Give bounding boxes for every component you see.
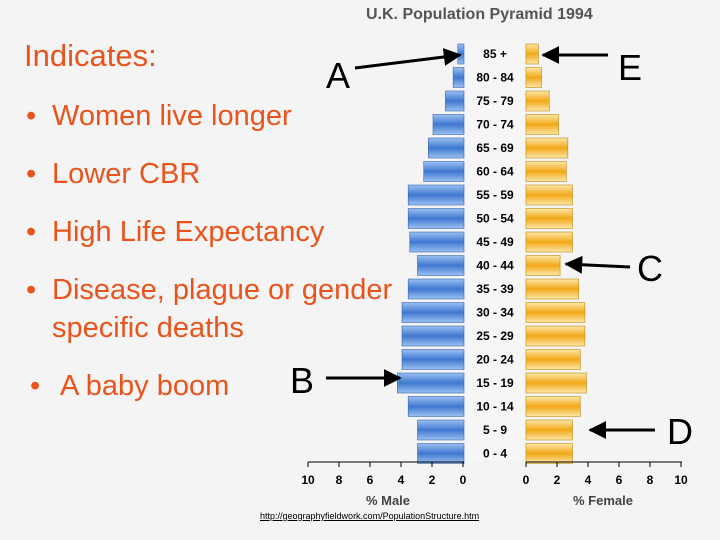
male-tick-label: 6: [367, 473, 374, 487]
female-bar: [525, 443, 573, 464]
male-tick-label: 2: [429, 473, 436, 487]
age-tick-label: 40 - 44: [476, 259, 514, 273]
age-tick-label: 15 - 19: [476, 376, 514, 390]
bullet-baby-boom: • A baby boom: [30, 367, 230, 405]
bullet-dot: •: [26, 100, 37, 132]
female-bar: [525, 349, 581, 370]
male-tick-label: 8: [336, 473, 343, 487]
male-bar: [407, 208, 465, 229]
bullet-text: Lower CBR: [52, 158, 201, 190]
female-tick-label: 0: [523, 473, 530, 487]
source-link[interactable]: http://geographyfieldwork.com/Population…: [260, 511, 480, 521]
age-tick-label: 60 - 64: [476, 165, 514, 179]
female-bar: [525, 325, 586, 347]
male-bar: [417, 443, 465, 464]
female-bar: [525, 43, 539, 65]
female-bar: [525, 419, 573, 441]
male-bar: [417, 255, 465, 276]
label-b: B: [290, 360, 315, 401]
age-tick-label: 75 - 79: [476, 94, 514, 108]
age-tick-label: 20 - 24: [476, 353, 514, 367]
age-tick-label: 55 - 59: [476, 188, 514, 202]
female-bar: [525, 161, 567, 182]
male-tick-label: 4: [398, 473, 405, 487]
female-bar: [525, 184, 573, 206]
bullet-disease-deaths: • Disease, plague or gender specific dea…: [26, 271, 393, 347]
female-bar: [525, 278, 580, 300]
bullet-text: A baby boom: [60, 370, 230, 402]
female-bar: [525, 137, 569, 159]
male-axis-title: % Male: [366, 493, 410, 508]
label-e: E: [618, 47, 643, 88]
age-tick-label: 10 - 14: [476, 400, 514, 414]
male-bar: [407, 278, 465, 300]
age-tick-label: 0 - 4: [483, 447, 507, 461]
male-tick-label: 0: [460, 473, 467, 487]
male-bar: [401, 325, 465, 347]
age-tick-label: 25 - 29: [476, 329, 514, 343]
male-bar: [428, 137, 465, 159]
female-bar: [525, 255, 561, 276]
age-tick-label: 50 - 54: [476, 212, 514, 226]
female-bar: [525, 302, 586, 323]
bullet-dot: •: [26, 158, 37, 190]
label-a: A: [326, 55, 351, 96]
age-tick-label: 80 - 84: [476, 71, 514, 85]
chart-title: U.K. Population Pyramid 1994: [366, 6, 593, 23]
bullet-women-live-longer: • Women live longer: [26, 97, 292, 135]
female-tick-label: 6: [616, 473, 623, 487]
female-tick-label: 2: [554, 473, 561, 487]
female-axis-title: % Female: [573, 493, 633, 508]
age-tick-label: 45 - 49: [476, 235, 514, 249]
male-bar: [409, 231, 465, 253]
male-bar: [432, 114, 465, 135]
male-tick-label: 10: [301, 473, 315, 487]
female-tick-label: 4: [585, 473, 592, 487]
age-label-column: [466, 40, 524, 460]
bullet-text-cont: specific deaths: [52, 312, 244, 344]
label-c: C: [637, 248, 663, 289]
age-tick-label: 70 - 74: [476, 118, 514, 132]
male-bar: [452, 67, 465, 88]
bullet-text: Women live longer: [52, 100, 292, 132]
male-bar: [417, 419, 465, 441]
female-bar: [525, 90, 550, 112]
age-tick-label: 65 - 69: [476, 141, 514, 155]
female-tick-label: 10: [674, 473, 688, 487]
bullet-text: High Life Expectancy: [52, 216, 325, 248]
male-bar: [407, 396, 465, 417]
male-bar: [457, 43, 465, 65]
age-tick-label: 5 - 9: [483, 423, 507, 437]
female-bar: [525, 114, 559, 135]
female-bar: [525, 208, 573, 229]
male-bar: [401, 302, 465, 323]
male-bar: [423, 161, 465, 182]
age-tick-label: 30 - 34: [476, 306, 514, 320]
label-d: D: [667, 411, 693, 452]
male-bar: [445, 90, 465, 112]
age-tick-label: 85 +: [483, 47, 507, 61]
slide-heading: Indicates:: [24, 38, 157, 73]
bullet-lower-cbr: • Lower CBR: [26, 155, 201, 193]
male-bar: [407, 184, 465, 206]
bullet-dot: •: [30, 370, 41, 402]
bullet-dot: •: [26, 274, 37, 306]
bullet-text: Disease, plague or gender: [52, 274, 393, 306]
female-tick-label: 8: [647, 473, 654, 487]
bullet-high-life-expectancy: • High Life Expectancy: [26, 213, 325, 251]
female-bar: [525, 396, 581, 417]
male-bar: [401, 349, 465, 370]
male-bar: [397, 372, 465, 394]
female-bar: [525, 231, 573, 253]
female-bar: [525, 372, 587, 394]
bullet-dot: •: [26, 216, 37, 248]
female-bar: [525, 67, 542, 88]
age-tick-label: 35 - 39: [476, 282, 514, 296]
